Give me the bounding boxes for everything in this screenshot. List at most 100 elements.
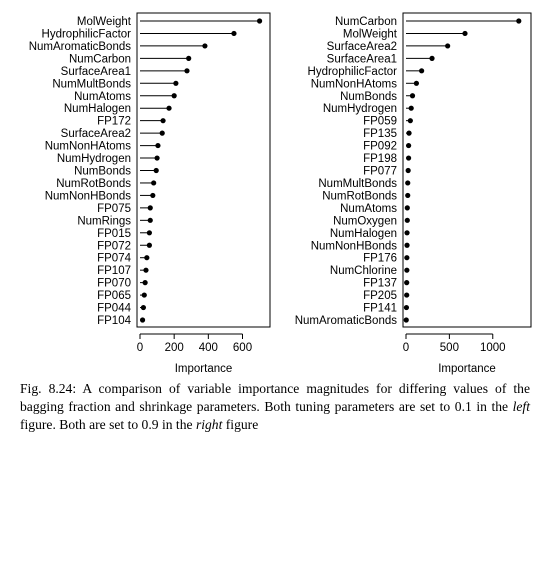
right-importance-dot bbox=[404, 255, 410, 261]
left-category-label: NumAtoms bbox=[74, 91, 131, 103]
left-importance-dot bbox=[139, 317, 146, 323]
right-importance-dot bbox=[404, 292, 410, 298]
right-importance-dot bbox=[407, 118, 413, 124]
right-importance-dot bbox=[516, 18, 522, 24]
right-category-label: FP059 bbox=[363, 116, 397, 128]
left-importance-dot bbox=[154, 155, 160, 161]
left-category-label: FP107 bbox=[97, 265, 131, 277]
right-importance-dot bbox=[406, 142, 412, 149]
right-category-label: FP135 bbox=[363, 128, 397, 140]
right-category-label: HydrophilicFactor bbox=[308, 66, 398, 78]
right-category-label: NumHalogen bbox=[330, 228, 397, 240]
right-importance-dot bbox=[404, 280, 410, 286]
right-importance-dot bbox=[403, 317, 409, 323]
right-importance-dot bbox=[403, 304, 410, 311]
right-importance-dot bbox=[404, 230, 410, 236]
left-importance-dot bbox=[160, 118, 166, 124]
left-importance-dot bbox=[202, 43, 208, 49]
right-category-label: NumAtoms bbox=[340, 203, 397, 215]
left-category-label: SurfaceArea2 bbox=[61, 128, 131, 140]
left-importance-dot bbox=[142, 280, 148, 286]
right-category-label: MolWeight bbox=[343, 28, 398, 40]
right-importance-dot bbox=[419, 68, 425, 74]
right-importance-dot bbox=[429, 55, 435, 61]
left-plot-frame bbox=[136, 12, 271, 328]
left-category-label: NumBonds bbox=[74, 166, 131, 178]
right-importance-dot bbox=[405, 192, 411, 199]
figure-caption: Fig. 8.24: A comparison of variable impo… bbox=[20, 380, 530, 434]
right-x-tick-label: 1000 bbox=[480, 342, 506, 354]
left-category-label: NumAromaticBonds bbox=[29, 41, 132, 53]
right-category-label: FP077 bbox=[363, 166, 397, 178]
left-importance-dot bbox=[146, 242, 152, 248]
right-category-label: FP137 bbox=[363, 278, 397, 290]
left-x-tick-label: 0 bbox=[137, 342, 143, 354]
figure: MolWeight HydrophilicFactor NumAromaticBon… bbox=[29, 12, 532, 375]
left-category-label: NumNonHAtoms bbox=[45, 141, 132, 153]
right-category-label: NumChlorine bbox=[330, 265, 397, 277]
right-category-label: NumOxygen bbox=[333, 215, 397, 227]
caption-text-2: figure. Both are set to 0.9 in the bbox=[20, 417, 196, 432]
left-importance-dot bbox=[146, 230, 152, 236]
left-importance-dot bbox=[166, 105, 172, 111]
right-importance-dot bbox=[405, 167, 411, 174]
left-importance-dot bbox=[144, 255, 150, 261]
right-category-label: FP205 bbox=[363, 290, 397, 302]
right-category-label: NumRotBonds bbox=[322, 190, 397, 202]
left-importance-dot bbox=[184, 68, 190, 74]
left-category-label: NumHydrogen bbox=[57, 153, 131, 165]
right-category-label: NumBonds bbox=[340, 91, 397, 103]
right-category-label: FP141 bbox=[363, 303, 397, 315]
right-importance-dot bbox=[409, 93, 416, 99]
left-category-label: FP104 bbox=[97, 315, 131, 327]
left-category-label: NumMultBonds bbox=[52, 78, 131, 90]
right-importance-dot bbox=[404, 242, 410, 248]
left-x-tick-label: 400 bbox=[199, 342, 218, 354]
right-category-label: NumHydrogen bbox=[323, 103, 397, 115]
right-importance-dot bbox=[404, 217, 410, 223]
right-category-label: NumNonHAtoms bbox=[311, 78, 398, 90]
left-category-label: FP075 bbox=[97, 203, 131, 215]
variable-importance-dot-charts: MolWeightHydrophilicFactorNumAromaticBon… bbox=[29, 12, 532, 375]
right-x-axis-title: Importance bbox=[438, 363, 496, 375]
left-category-label: NumNonHBonds bbox=[45, 190, 132, 202]
right-category-label: NumMultBonds bbox=[318, 178, 397, 190]
left-importance-dot bbox=[147, 217, 153, 223]
caption-left-word: left bbox=[512, 399, 530, 414]
left-category-label: FP172 bbox=[97, 116, 131, 128]
right-plot-frame bbox=[402, 12, 532, 328]
right-x-tick-label: 0 bbox=[403, 342, 409, 354]
left-category-label: NumCarbon bbox=[69, 53, 131, 65]
left-category-label: NumRings bbox=[77, 215, 131, 227]
left-x-axis-title: Importance bbox=[175, 363, 233, 375]
right-importance-dot bbox=[406, 155, 412, 161]
right-category-label: FP176 bbox=[363, 253, 397, 265]
left-category-label: NumHalogen bbox=[64, 103, 131, 115]
left-category-label: HydrophilicFactor bbox=[42, 28, 132, 40]
left-importance-dot bbox=[159, 130, 165, 136]
left-importance-dot bbox=[171, 93, 177, 99]
caption-label: Fig. 8.24: bbox=[20, 381, 77, 396]
left-category-label: SurfaceArea1 bbox=[61, 66, 131, 78]
left-importance-dot bbox=[186, 55, 192, 61]
left-importance-dot bbox=[150, 192, 156, 199]
right-category-label: NumCarbon bbox=[335, 16, 397, 28]
left-importance-dot bbox=[143, 267, 149, 273]
right-importance-dot bbox=[413, 80, 420, 86]
left-category-label: FP070 bbox=[97, 278, 131, 290]
left-importance-dot bbox=[147, 205, 153, 211]
right-importance-dot bbox=[406, 130, 412, 136]
left-importance-dot bbox=[141, 292, 147, 298]
right-category-label: NumAromaticBonds bbox=[295, 315, 398, 327]
right-category-label: SurfaceArea2 bbox=[327, 41, 397, 53]
left-importance-dot bbox=[173, 80, 179, 86]
caption-text-1: A comparison of variable importance magn… bbox=[20, 381, 531, 414]
right-category-label: SurfaceArea1 bbox=[327, 53, 397, 65]
right-category-label: FP198 bbox=[363, 153, 397, 165]
right-x-tick-label: 500 bbox=[440, 342, 459, 354]
caption-right-word: right bbox=[195, 417, 223, 432]
right-importance-dot bbox=[405, 180, 411, 186]
right-category-label: NumNonHBonds bbox=[311, 240, 398, 252]
left-importance-dot bbox=[140, 304, 147, 311]
left-category-label: FP074 bbox=[97, 253, 131, 265]
